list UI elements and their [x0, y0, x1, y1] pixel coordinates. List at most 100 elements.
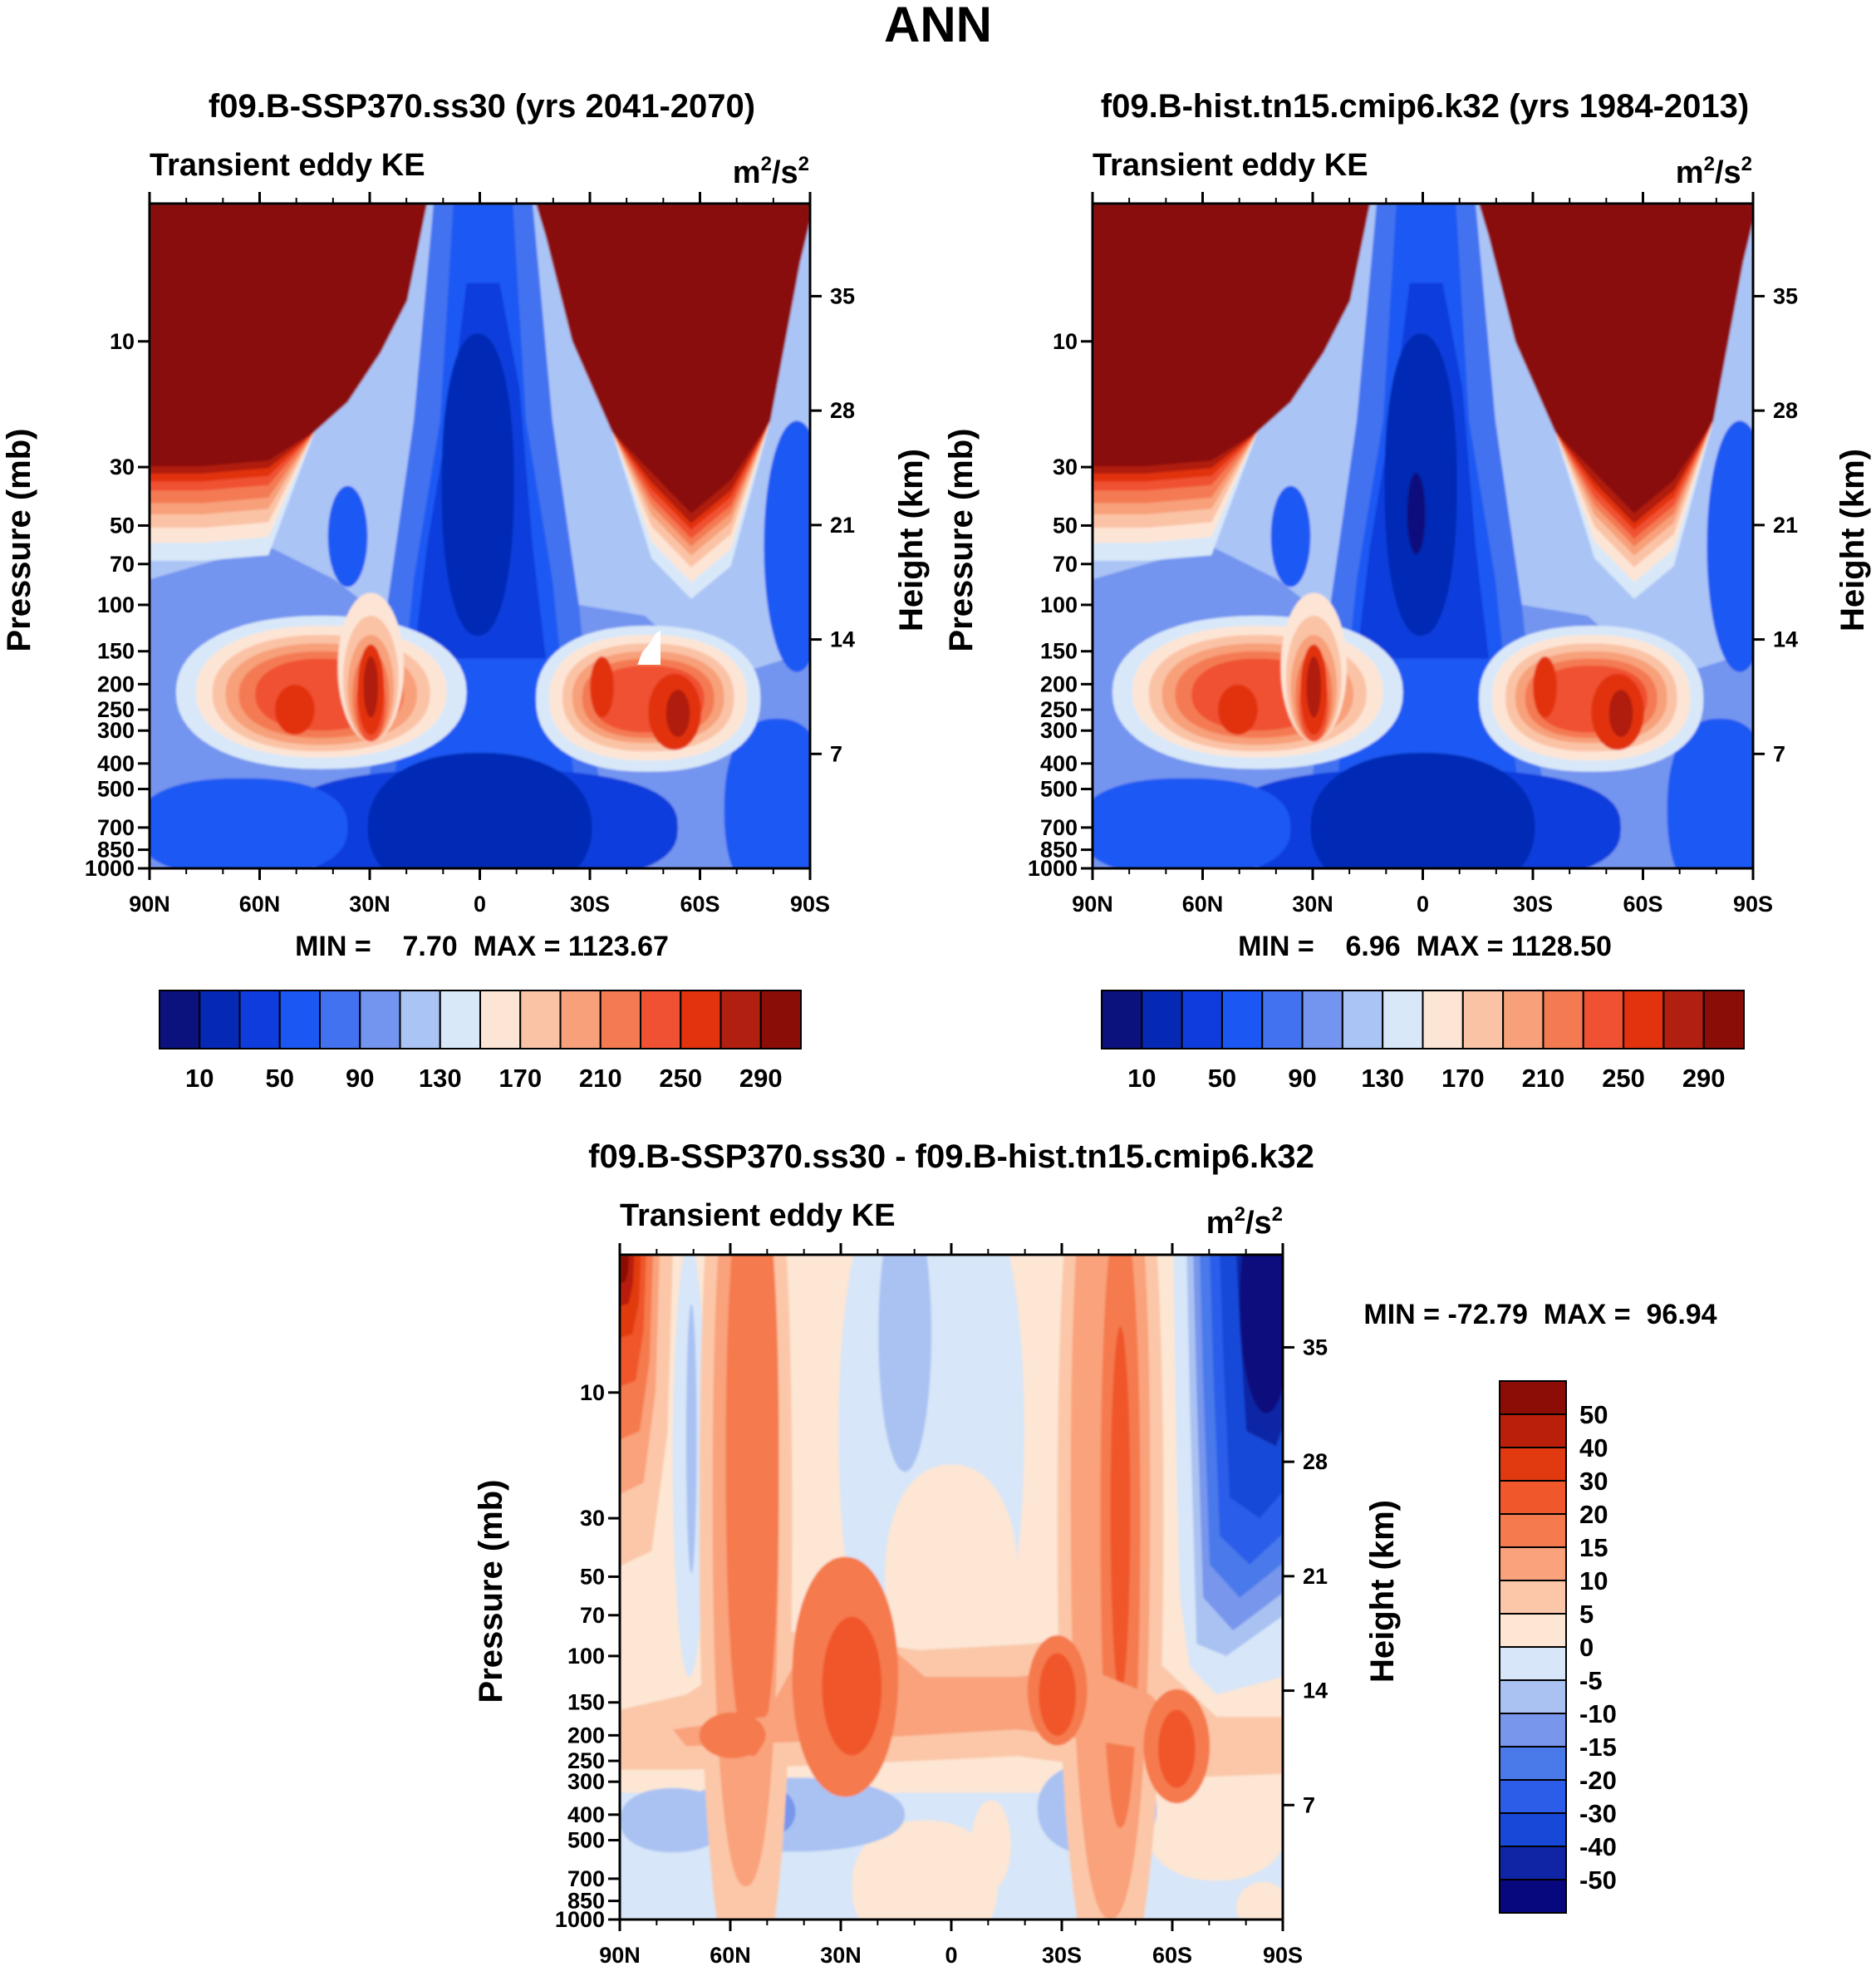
colorbar-label: 250	[659, 1064, 702, 1093]
colorbar-label: 130	[1361, 1064, 1404, 1093]
contour-level-band	[150, 778, 348, 868]
height-tick-label: 28	[1773, 398, 1798, 423]
lat-tick-label: 0	[1417, 892, 1429, 917]
pressure-tick-label: 200	[1040, 671, 1078, 696]
pressure-tick-label: 200	[567, 1723, 605, 1748]
pressure-tick-label: 1000	[85, 856, 135, 881]
contour-level-band	[1306, 656, 1322, 718]
contour-level-band	[885, 1464, 1018, 1689]
colorbar-box	[1499, 1613, 1567, 1648]
contour-level-band	[275, 685, 315, 735]
colorbar-box	[1499, 1513, 1567, 1548]
height-tick-label: 35	[1303, 1335, 1328, 1359]
contour-level-band	[620, 1255, 630, 1284]
contour-level-band	[327, 485, 368, 587]
contour-level-band	[363, 656, 379, 718]
ylabel-hist: Pressure (mb)	[943, 429, 980, 652]
ylabel-right-ssp370: Height (km)	[893, 449, 930, 632]
lat-tick-label: 30N	[349, 892, 390, 917]
colorbar-box	[1499, 1779, 1567, 1814]
colorbar-label: 10	[1579, 1566, 1608, 1595]
colorbar-label: 10	[185, 1064, 214, 1093]
pressure-tick-label: 100	[567, 1644, 605, 1669]
colorbar-label: 170	[498, 1064, 542, 1093]
contour-level-band	[764, 420, 810, 672]
lat-tick-label: 90S	[790, 892, 830, 917]
colorbar-label: 50	[1579, 1400, 1608, 1429]
colorbar-label: -10	[1579, 1699, 1617, 1728]
colorbar-label: 5	[1579, 1600, 1594, 1629]
contour-level-band	[1608, 690, 1633, 737]
pressure-tick-label: 50	[1053, 513, 1078, 538]
colorbar-label: 90	[346, 1064, 374, 1093]
colorbar-label: 20	[1579, 1500, 1608, 1529]
panel-title-ssp370: f09.B-SSP370.ss30 (yrs 2041-2070)	[209, 88, 755, 125]
pressure-tick-label: 1000	[1028, 856, 1078, 881]
colorbar-label: 210	[579, 1064, 622, 1093]
units-label-hist: m2/s2	[1676, 153, 1752, 190]
colorbar-box	[1499, 1580, 1567, 1615]
contour-level-band	[620, 1787, 726, 1853]
contour-level-band	[590, 656, 614, 718]
units-label-ssp370: m2/s2	[733, 153, 809, 190]
pressure-tick-label: 300	[1040, 718, 1078, 743]
pressure-tick-label: 400	[97, 751, 135, 776]
contour-plot-ssp370: 1030507010015020025030040050070085010003…	[85, 192, 855, 917]
colorbar-box	[640, 990, 682, 1049]
colorbar-label: 170	[1441, 1064, 1485, 1093]
colorbar-box	[359, 990, 401, 1049]
contour-level-band	[1218, 685, 1258, 735]
colorbar-box	[399, 990, 441, 1049]
colorbar-label: -50	[1579, 1865, 1617, 1895]
figure-title: ANN	[884, 0, 992, 52]
colorbar-box	[1542, 990, 1584, 1049]
colorbar-label: 40	[1579, 1433, 1608, 1462]
contour-level-band	[1667, 718, 1753, 868]
colorbar-box	[1499, 1879, 1567, 1914]
colorbar-label: 15	[1579, 1533, 1608, 1562]
pressure-tick-label: 200	[97, 671, 135, 696]
colorbar-label: 130	[419, 1064, 462, 1093]
topography-mask	[637, 630, 661, 665]
ylabel-diff: Pressure (mb)	[473, 1480, 509, 1703]
contour-level-band	[1110, 1326, 1131, 1695]
contour-level-band	[1407, 472, 1426, 555]
panel-title-hist: f09.B-hist.tn15.cmip6.k32 (yrs 1984-2013…	[1101, 88, 1749, 125]
lat-tick-label: 60N	[1182, 892, 1224, 917]
colorbar-label: -15	[1579, 1733, 1617, 1762]
pressure-tick-label: 30	[110, 455, 135, 479]
pressure-tick-label: 500	[1040, 777, 1078, 802]
colorbar-box	[1181, 990, 1223, 1049]
minmax-hist: MIN = 6.96 MAX = 1128.50	[1238, 931, 1612, 962]
colorbar-box	[199, 990, 241, 1049]
contour-level-band	[822, 1616, 882, 1756]
pressure-tick-label: 300	[97, 718, 135, 743]
pressure-tick-label: 500	[567, 1828, 605, 1853]
height-tick-label: 14	[830, 627, 855, 652]
colorbar-box	[278, 990, 321, 1049]
lat-tick-label: 0	[945, 1943, 957, 1968]
lat-tick-label: 30S	[1513, 892, 1553, 917]
colorbar-label: -40	[1579, 1832, 1617, 1861]
colorbar-box	[1499, 1546, 1567, 1581]
pressure-tick-label: 10	[580, 1380, 605, 1405]
colorbar-box	[1341, 990, 1384, 1049]
colorbar-label: 50	[266, 1064, 294, 1093]
contour-level-band	[441, 333, 514, 637]
colorbar-label: 50	[1208, 1064, 1236, 1093]
contour-level-band	[878, 1255, 932, 1472]
colorbar-label: -30	[1579, 1799, 1617, 1828]
colorbar-box	[1662, 990, 1705, 1049]
colorbar-label: -20	[1579, 1766, 1617, 1795]
colorbar-box	[1141, 990, 1183, 1049]
colorbar-box	[1702, 990, 1745, 1049]
lat-tick-label: 60S	[1152, 1943, 1192, 1968]
minmax-diff: MIN = -72.79 MAX = 96.94	[1363, 1299, 1716, 1330]
pressure-tick-label: 300	[567, 1769, 605, 1794]
colorbar-box	[238, 990, 281, 1049]
contour-level-band	[725, 1255, 779, 1757]
colorbar-label: 30	[1579, 1467, 1608, 1496]
contour-level-band	[1707, 420, 1753, 672]
colorbar-box	[319, 990, 361, 1049]
pressure-tick-label: 70	[580, 1603, 605, 1628]
